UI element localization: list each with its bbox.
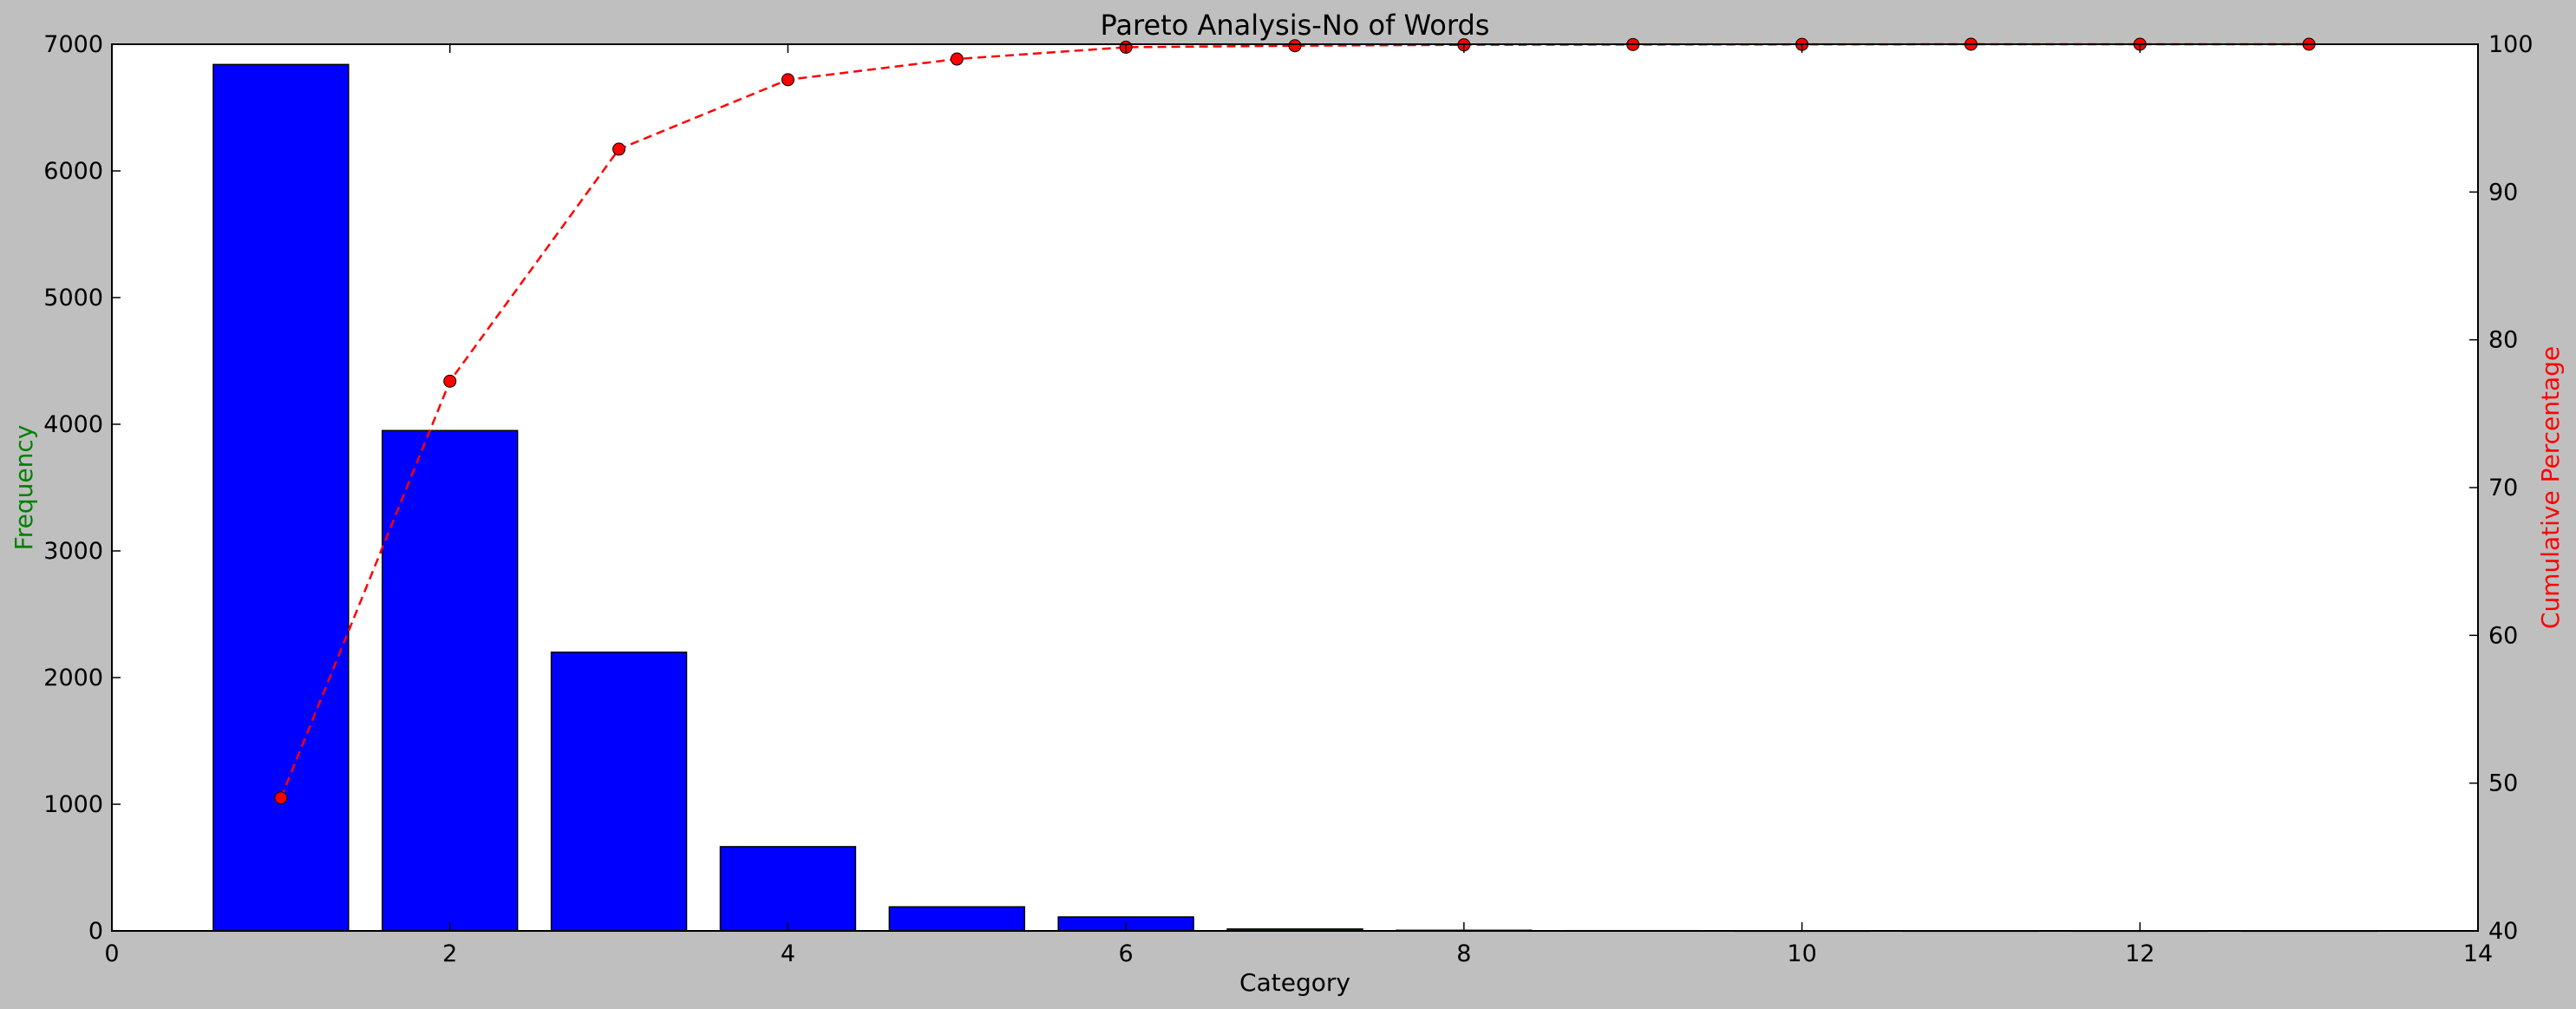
x-axis-ticks: 0 2 4 6 8 10 12 14 xyxy=(104,44,2493,967)
cumulative-point xyxy=(274,791,288,805)
bar-series xyxy=(212,63,2377,933)
y-tick-label: 5000 xyxy=(43,285,103,311)
bar xyxy=(719,846,857,932)
y-tick-label: 1000 xyxy=(43,791,103,818)
y-axis-ticks: 0 1000 2000 3000 4000 5000 6000 7000 xyxy=(43,31,121,945)
cumulative-point xyxy=(781,73,794,87)
y-tick-label: 7000 xyxy=(43,31,103,58)
x-axis-label: Category xyxy=(1239,968,1350,997)
x-tick-label: 10 xyxy=(1787,940,1816,967)
y-tick-label: 0 xyxy=(88,918,103,945)
bar xyxy=(550,652,688,932)
x-tick-label: 0 xyxy=(104,940,119,967)
x-tick-label: 2 xyxy=(442,940,457,967)
y2-tick-label: 50 xyxy=(2488,770,2518,797)
bar xyxy=(212,63,350,932)
bar xyxy=(382,429,519,932)
x-tick-label: 14 xyxy=(2463,940,2493,967)
y2-tick-label: 80 xyxy=(2488,327,2518,354)
y2-axis-label: Cumulative Percentage xyxy=(2536,346,2565,629)
chart-title: Pareto Analysis-No of Words xyxy=(1101,9,1490,42)
y2-tick-label: 100 xyxy=(2488,31,2534,58)
cumulative-point xyxy=(612,142,626,156)
bar xyxy=(888,906,1025,932)
y2-axis-ticks: 40 50 60 70 80 90 100 xyxy=(2469,31,2534,945)
y2-tick-label: 40 xyxy=(2488,918,2518,945)
y2-tick-label: 70 xyxy=(2488,475,2518,501)
y-axis-label: Frequency xyxy=(10,425,38,551)
y-tick-label: 3000 xyxy=(43,538,103,565)
y2-tick-label: 90 xyxy=(2488,179,2518,206)
cumulative-point xyxy=(1288,39,1302,53)
y-tick-label: 4000 xyxy=(43,411,103,438)
x-tick-label: 12 xyxy=(2125,940,2154,967)
y-tick-label: 2000 xyxy=(43,665,103,691)
x-tick-label: 8 xyxy=(1456,940,1471,967)
x-tick-label: 6 xyxy=(1119,940,1134,967)
x-tick-label: 4 xyxy=(781,940,795,967)
cumulative-point xyxy=(950,52,964,66)
y-tick-label: 6000 xyxy=(43,158,103,185)
y2-tick-label: 60 xyxy=(2488,622,2518,649)
cumulative-point xyxy=(443,374,457,388)
